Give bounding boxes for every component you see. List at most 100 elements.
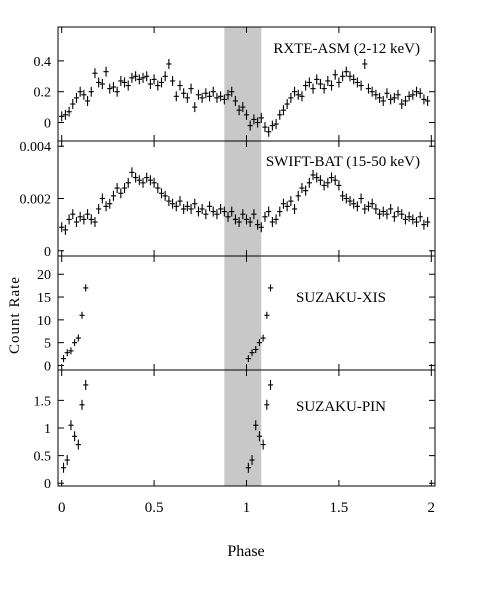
data-point bbox=[181, 203, 187, 214]
data-point bbox=[336, 180, 342, 191]
data-point bbox=[240, 209, 246, 220]
data-point bbox=[395, 89, 401, 100]
x-tick-label: 0 bbox=[58, 500, 66, 516]
data-point bbox=[269, 217, 275, 228]
data-point bbox=[232, 214, 239, 225]
data-point bbox=[354, 201, 360, 212]
data-point bbox=[384, 209, 390, 220]
data-point bbox=[260, 439, 266, 450]
data-point bbox=[181, 88, 187, 99]
data-point bbox=[425, 217, 431, 228]
data-point bbox=[262, 122, 268, 133]
data-point bbox=[70, 99, 76, 110]
data-point bbox=[399, 99, 405, 110]
data-point bbox=[247, 120, 253, 131]
data-point bbox=[195, 89, 202, 100]
data-point bbox=[253, 345, 259, 353]
y-tick-label: 15 bbox=[37, 291, 51, 306]
data-point bbox=[147, 79, 154, 89]
data-point bbox=[310, 169, 316, 180]
data-point bbox=[125, 177, 131, 188]
data-point bbox=[280, 105, 287, 116]
data-point bbox=[395, 206, 401, 217]
data-point bbox=[140, 72, 146, 83]
data-point bbox=[314, 74, 320, 85]
data-point bbox=[64, 455, 70, 466]
data-point bbox=[421, 94, 427, 105]
data-point bbox=[88, 86, 94, 97]
data-point bbox=[339, 190, 346, 201]
data-point bbox=[68, 420, 74, 431]
data-point bbox=[266, 206, 272, 217]
data-point bbox=[133, 172, 139, 183]
data-point bbox=[269, 120, 275, 131]
data-point bbox=[365, 201, 372, 212]
data-point bbox=[221, 94, 227, 105]
data-point bbox=[118, 75, 124, 86]
data-point bbox=[210, 86, 216, 97]
data-point bbox=[60, 462, 67, 473]
data-point bbox=[288, 92, 294, 103]
data-point bbox=[151, 74, 157, 85]
data-point bbox=[62, 224, 68, 235]
data-point bbox=[75, 439, 81, 450]
data-point bbox=[60, 355, 67, 363]
data-point bbox=[328, 80, 335, 91]
panel-3: 0 5 10 15 20 SUZAKU-XIS bbox=[37, 255, 436, 374]
data-point bbox=[243, 214, 250, 225]
data-point bbox=[218, 203, 224, 214]
y-tick-label: 10 bbox=[37, 314, 51, 329]
data-point bbox=[425, 95, 431, 106]
data-point bbox=[158, 188, 165, 199]
data-point bbox=[249, 349, 255, 357]
data-point bbox=[203, 209, 209, 220]
data-point bbox=[245, 355, 251, 363]
data-point bbox=[162, 71, 168, 82]
data-point bbox=[256, 431, 263, 442]
data-point bbox=[173, 91, 179, 102]
data-point bbox=[136, 175, 142, 186]
data-point bbox=[256, 339, 263, 347]
data-point bbox=[107, 198, 113, 209]
data-point bbox=[232, 95, 239, 106]
data-point bbox=[251, 114, 257, 125]
data-point bbox=[358, 80, 364, 91]
data-point bbox=[155, 183, 161, 194]
data-point bbox=[147, 175, 154, 186]
data-point bbox=[75, 334, 81, 342]
data-point bbox=[114, 183, 120, 194]
y-tick-label: 0.4 bbox=[34, 55, 52, 70]
data-point bbox=[77, 211, 83, 222]
data-point bbox=[243, 109, 250, 120]
data-point bbox=[72, 339, 78, 347]
panel-1: 0 0.2 0.4 RXTE-ASM (2-12 keV) bbox=[34, 26, 436, 142]
data-point bbox=[262, 211, 268, 222]
data-point bbox=[155, 80, 161, 91]
data-point bbox=[84, 209, 91, 220]
data-point bbox=[114, 86, 120, 97]
data-point bbox=[314, 172, 320, 183]
y-tick-label: 5 bbox=[44, 337, 51, 352]
data-point bbox=[83, 284, 89, 292]
data-point bbox=[362, 58, 368, 69]
data-point bbox=[77, 86, 83, 97]
data-point bbox=[169, 198, 176, 209]
data-point bbox=[136, 74, 142, 85]
data-point bbox=[245, 462, 251, 473]
data-point bbox=[354, 77, 360, 88]
data-point bbox=[295, 190, 301, 201]
data-point bbox=[73, 92, 80, 103]
data-point bbox=[264, 399, 270, 410]
data-point bbox=[260, 334, 266, 342]
panel-label: SUZAKU-PIN bbox=[296, 399, 386, 415]
data-point bbox=[332, 175, 338, 186]
data-point bbox=[70, 209, 76, 220]
data-point bbox=[81, 89, 87, 100]
data-point bbox=[173, 201, 179, 212]
data-point bbox=[421, 219, 427, 230]
data-point bbox=[144, 71, 150, 82]
data-point bbox=[79, 399, 85, 410]
data-point bbox=[129, 72, 135, 83]
data-point bbox=[229, 86, 235, 97]
